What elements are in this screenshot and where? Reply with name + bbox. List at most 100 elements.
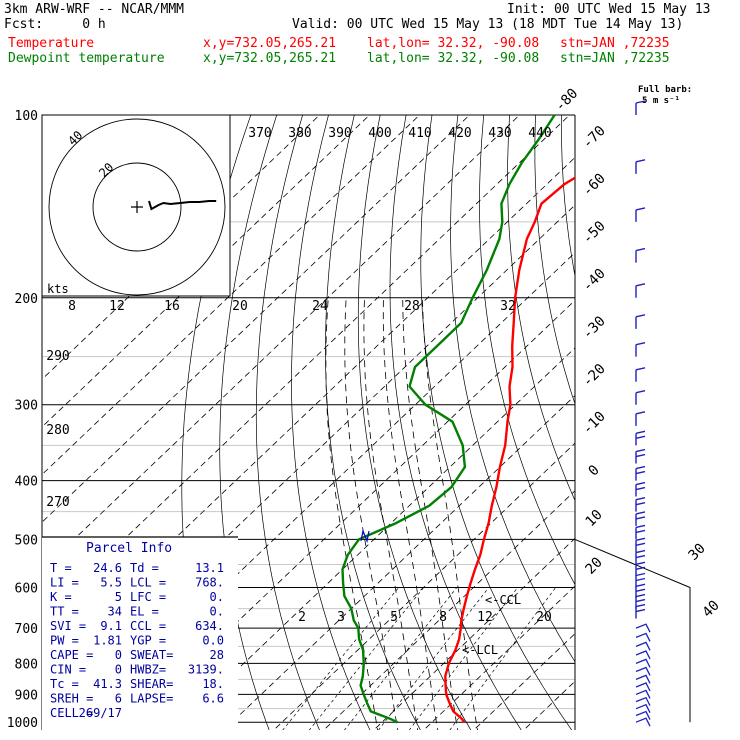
parcel-value: 3139. [188, 663, 224, 677]
wind-barb [635, 641, 651, 651]
wind-barb [635, 283, 646, 298]
wind-barb [635, 511, 646, 526]
hodo-speed-label: 28 [404, 299, 420, 314]
parcel-value: 18. [202, 677, 224, 691]
mixing-ratio-line [449, 587, 556, 730]
isotherm-label: -60 [580, 170, 609, 199]
hodo-speed-label: 20 [232, 299, 248, 314]
wind-barb-tick [635, 577, 646, 582]
wind-barb-tick [635, 453, 646, 458]
parcel-value: 0. [210, 590, 224, 604]
wind-barb [635, 524, 646, 540]
dry-adiabat [450, 115, 575, 663]
dry-adiabat [479, 115, 575, 586]
wind-barb [635, 689, 651, 699]
barb-legend-units: 5 m s⁻¹ [642, 96, 680, 106]
wind-barb [635, 411, 646, 426]
parcel-value: 41.3 [93, 677, 122, 691]
parcel-value: 13.1 [195, 561, 224, 575]
dry-adiabat [717, 115, 740, 735]
theta-label: 370 [248, 126, 271, 141]
parcel-value: 24.6 [93, 561, 122, 575]
valid-time: Valid: 00 UTC Wed 15 May 13 (18 MDT Tue … [292, 17, 684, 32]
mixing-ratio-label: 5 [390, 610, 398, 625]
parcel-value: SWEAT= [130, 648, 173, 662]
parcel-value: CAPE = [50, 648, 93, 662]
parcel-value: CIN = [50, 663, 86, 677]
wind-barb [635, 710, 651, 720]
isotherm-label: -30 [580, 313, 609, 342]
parcel-value: LAPSE= [130, 692, 173, 706]
hodograph-box [41, 114, 231, 297]
parcel-value: 1.81 [93, 634, 122, 648]
isotherm-label: -50 [580, 218, 609, 247]
mixing-ratio-line [282, 587, 399, 730]
parcel-value: LCL = [130, 576, 166, 590]
parcel-value: YGP = [130, 634, 166, 648]
parcel-value: 6 [115, 692, 122, 706]
theta-label: 400 [368, 126, 391, 141]
isotherm [473, 633, 575, 730]
parcel-value: 6.6 [202, 692, 224, 706]
mixing-ratio-label: 8 [439, 610, 447, 625]
mixing-ratio-line [408, 587, 518, 730]
dewpoint-legend: Dewpoint temperature [8, 51, 165, 66]
forecast-hour: Fcst: 0 h [4, 17, 106, 32]
hodo-speed-label: 16 [164, 299, 180, 314]
wind-barb [635, 481, 646, 497]
temperature-profile [444, 176, 575, 723]
parcel-title: Parcel Info [86, 541, 172, 556]
parcel-value: EL = [130, 605, 159, 619]
init-time: Init: 00 UTC Wed 15 May 13 [507, 2, 711, 17]
moist-adiabat [382, 297, 439, 730]
mixing-ratio-label: 12 [477, 610, 493, 625]
dry-adiabat [507, 115, 575, 502]
level-annotation: <-LCL [462, 643, 498, 657]
temperature-xy: x,y=732.05,265.21 [203, 36, 337, 51]
hodograph-units: kts [47, 282, 69, 296]
wind-barb [635, 465, 646, 481]
wind-barb [635, 717, 651, 727]
hodo-speed-label: 12 [109, 299, 125, 314]
isotherm-label: 20 [583, 554, 606, 577]
wind-barb [635, 314, 646, 329]
mixing-ratio-line [344, 587, 458, 730]
moist-adiabat [402, 297, 459, 730]
hodograph-ring [92, 162, 182, 252]
wind-barb [635, 207, 646, 222]
wind-barb-tick [635, 608, 646, 613]
dry-adiabat [534, 115, 575, 405]
model-title: 3km ARW-WRF -- NCAR/MMM [4, 2, 185, 17]
hodograph-trace [148, 200, 217, 211]
pressure-tick-label: 1000 [7, 716, 38, 731]
parcel-value: LI = [50, 576, 79, 590]
wind-barb-tick [635, 529, 646, 534]
moist-adiabat [325, 297, 379, 730]
parcel-value: 0.0 [202, 634, 224, 648]
theta-label: 380 [288, 126, 311, 141]
moist-adiabat [422, 297, 479, 730]
isotherm [373, 537, 575, 730]
wind-barb [635, 496, 646, 512]
mixing-ratio-label: 2 [298, 610, 306, 625]
wind-barb [635, 159, 646, 174]
parcel-value: 0 [115, 663, 122, 677]
pressure-tick-label: 500 [15, 533, 38, 548]
wind-barb [635, 549, 646, 565]
wind-barb [635, 100, 646, 115]
isotherm-label: -10 [580, 409, 609, 438]
isotherm-label: -40 [580, 266, 609, 295]
mixing-ratio-label: 20 [536, 610, 552, 625]
parcel-value: PW = [50, 634, 79, 648]
wind-barb [635, 650, 651, 660]
parcel-value: 269/17 [79, 706, 122, 720]
wind-barb [635, 696, 651, 706]
temperature-latlon: lat,lon= 32.32, -90.08 [367, 36, 540, 51]
parcel-info-panel: Parcel Info T = 24.6 Td = 13.1 LI = 5.5 LCL = 7… [42, 536, 238, 730]
wind-barb-tick [635, 554, 646, 559]
dry-adiabat [291, 115, 371, 730]
wind-barb [635, 341, 646, 357]
mixing-ratio-line [308, 587, 424, 730]
